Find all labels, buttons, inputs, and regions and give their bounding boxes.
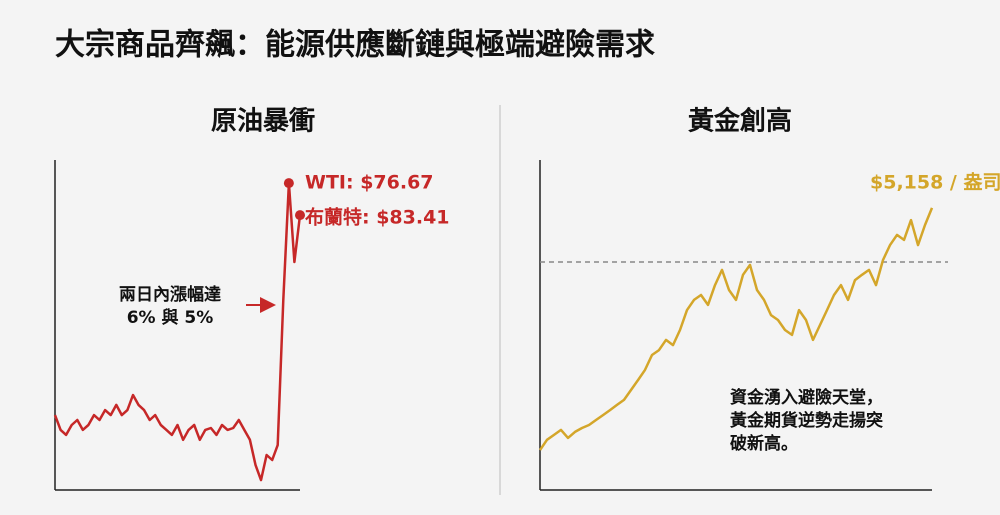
point-label: WTI: $76.67 [305, 172, 434, 194]
panel-title: 原油暴衝 [211, 107, 315, 137]
point-marker [283, 178, 294, 189]
page-title: 大宗商品齊飆：能源供應斷鏈與極端避險需求 [55, 28, 655, 63]
annotation: 兩日內漲幅達 [119, 284, 221, 305]
point-marker [295, 210, 305, 221]
point-label: $5,158 / 盎司 [870, 171, 1000, 194]
annotation: 6% 與 5% [127, 307, 214, 328]
data-line [53, 181, 302, 482]
annotation: 黃金期貨逆勢走揚突 [729, 410, 883, 431]
point-label: 布蘭特: $83.41 [305, 206, 450, 229]
annotation: 破新高。 [730, 433, 798, 454]
panel-title: 黃金創高 [688, 106, 792, 137]
data-line [538, 207, 934, 451]
annotation: 資金湧入避險天堂， [730, 387, 883, 408]
